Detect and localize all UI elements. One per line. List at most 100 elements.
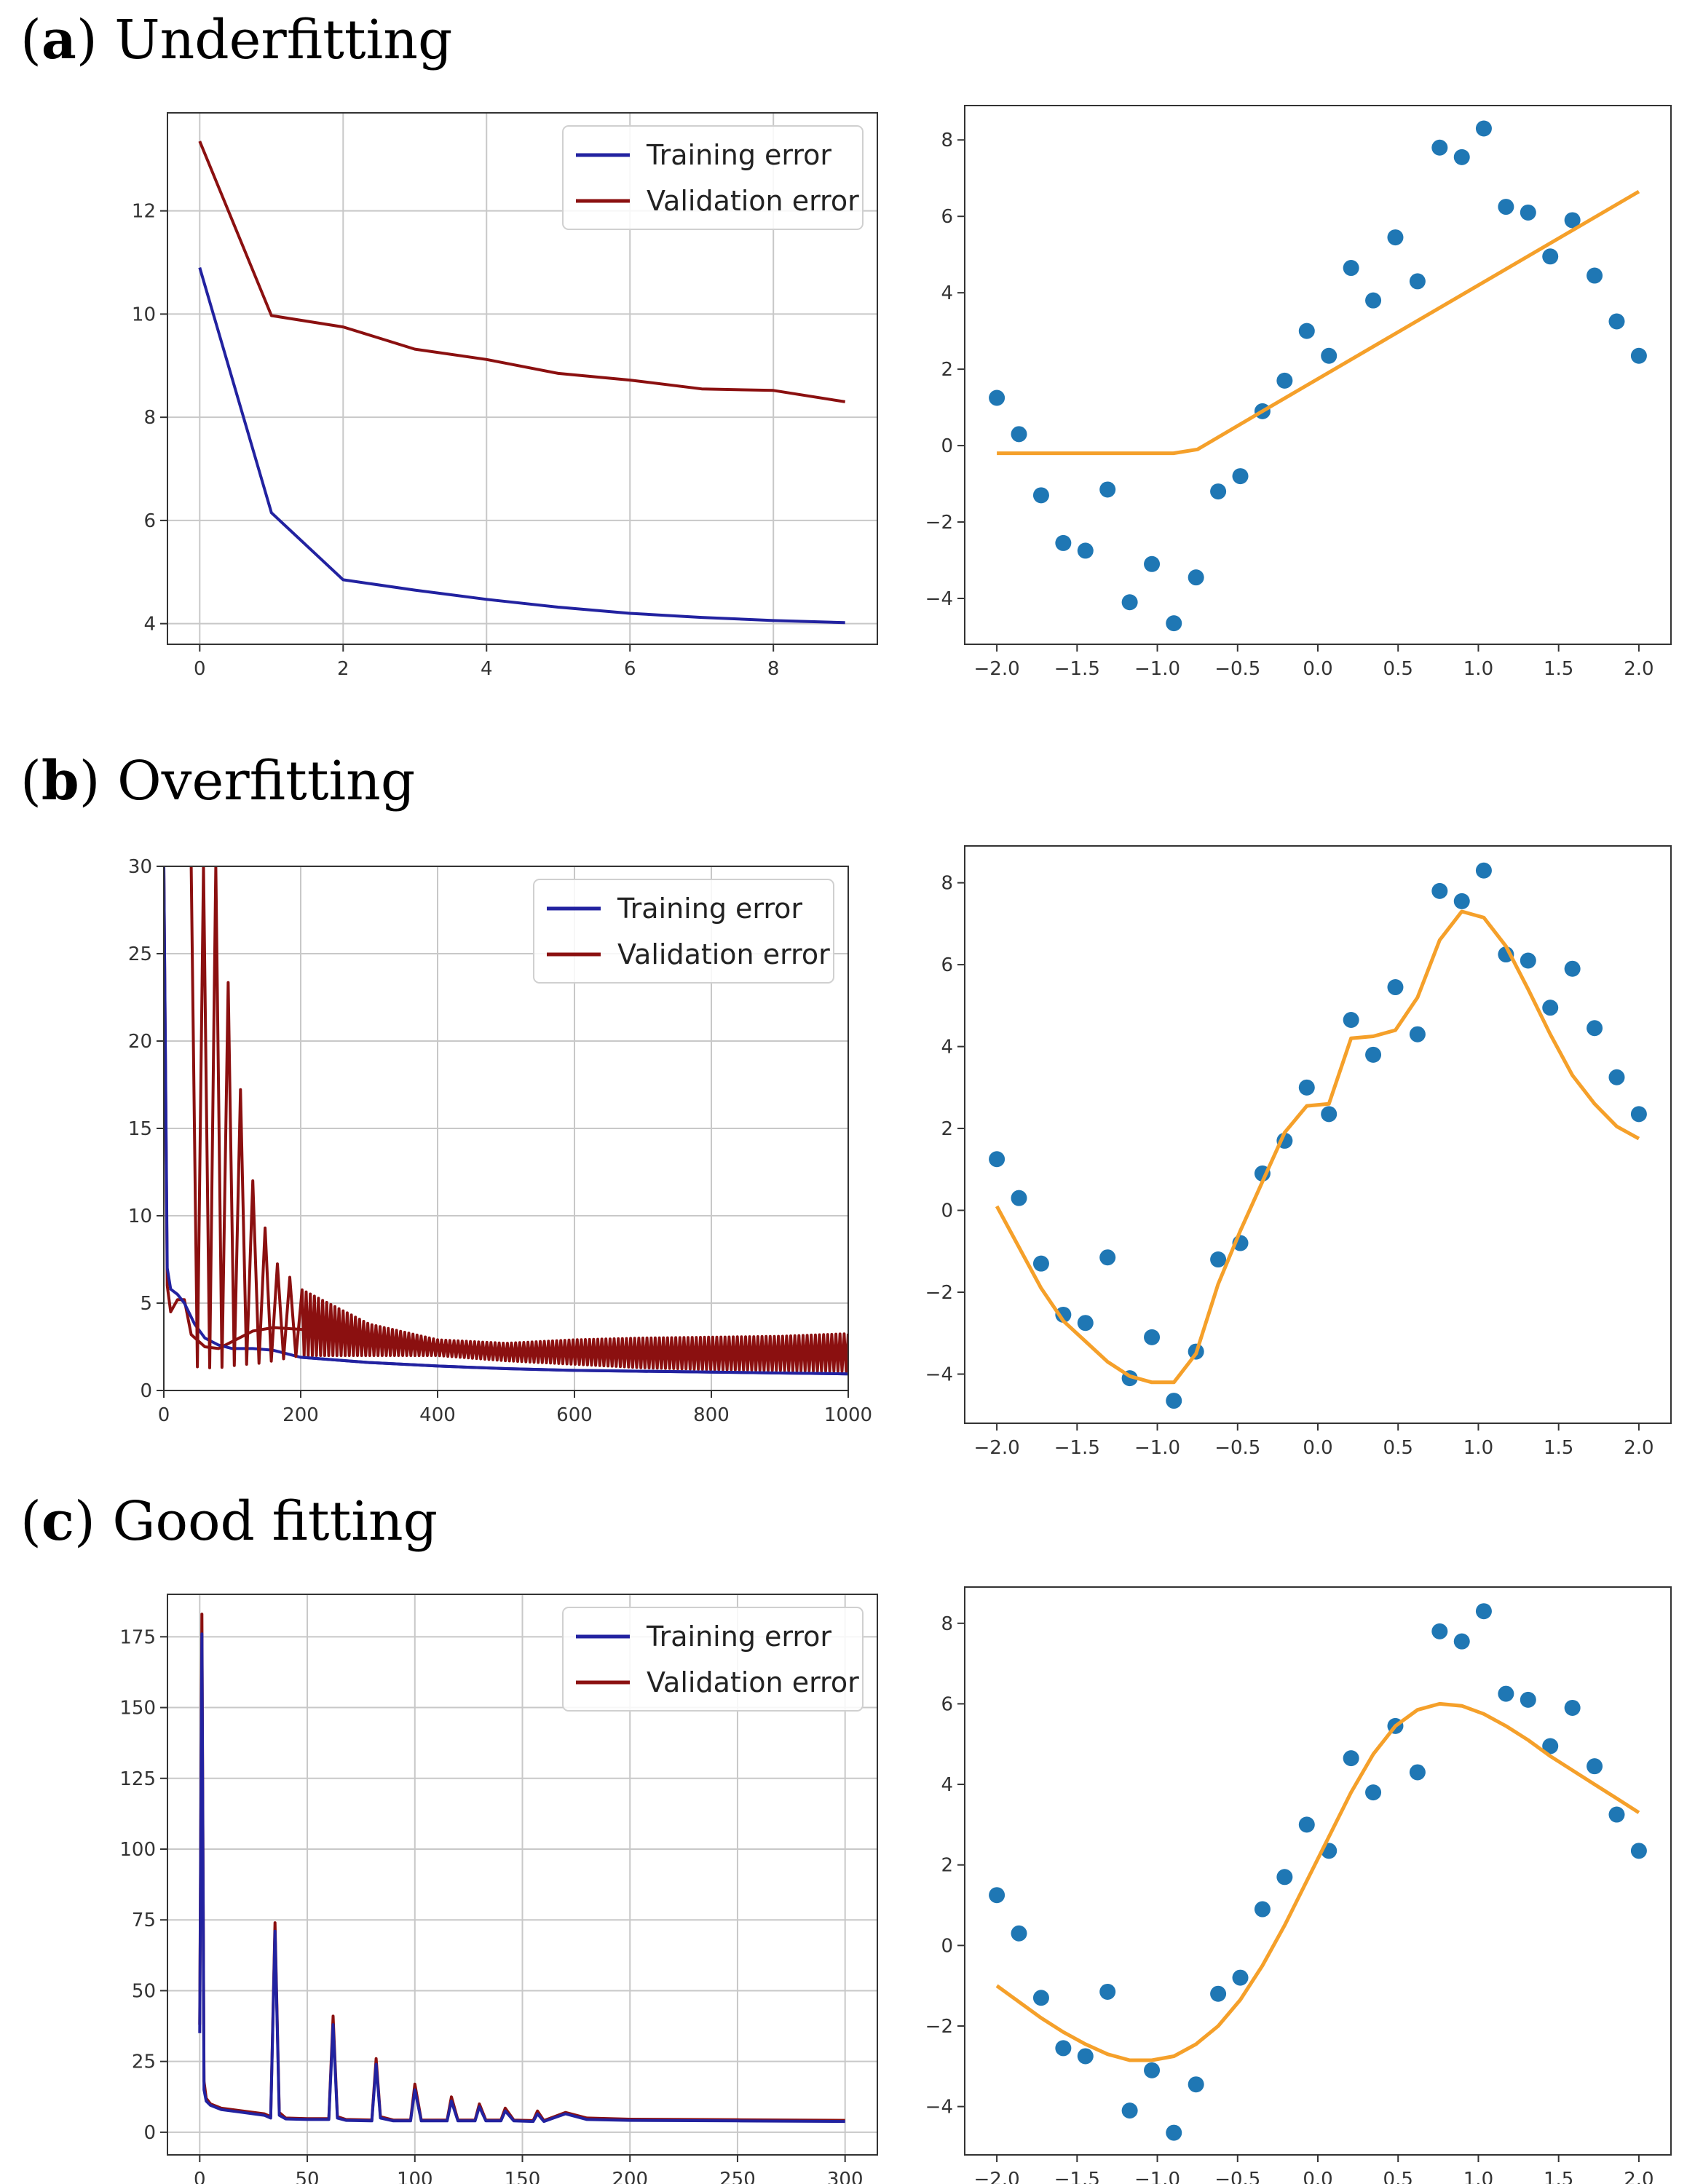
x-tick-label: 2.0 <box>1624 1437 1653 1459</box>
data-point <box>1343 260 1359 277</box>
x-tick-label: −1.5 <box>1054 658 1100 680</box>
data-point <box>1520 204 1536 221</box>
y-tick-label: 25 <box>132 2052 156 2073</box>
data-point <box>1011 1925 1027 1942</box>
x-tick-label: −1.5 <box>1054 1437 1100 1459</box>
y-tick-label: 2 <box>941 1855 953 1877</box>
y-tick-label: 4 <box>941 1774 953 1796</box>
x-tick-label: 0 <box>194 658 206 680</box>
data-point <box>1542 1000 1559 1016</box>
data-point <box>1520 1691 1536 1708</box>
data-point <box>1453 893 1470 909</box>
y-tick-label: 0 <box>140 1380 152 1402</box>
data-point <box>1365 1784 1382 1801</box>
panel-title-c: (c) Good fitting <box>20 1490 438 1553</box>
plot-frame <box>167 112 878 645</box>
chart-b-error: 0 200 400 600 800 1000 0 5 10 15 20 25 30 Training er… <box>128 856 872 1426</box>
data-point <box>1055 1306 1072 1323</box>
y-tick-label: 12 <box>132 201 156 223</box>
legend-label-training: Training error <box>646 139 831 171</box>
panel-title-a: (a) Underfitting <box>20 9 452 71</box>
y-tick-label: 8 <box>143 407 156 429</box>
x-tick-label: 1.5 <box>1544 1437 1573 1459</box>
y-tick-label: 5 <box>140 1293 152 1315</box>
y-tick-label: 10 <box>128 1206 152 1227</box>
data-point <box>1298 1079 1315 1096</box>
x-tick-label: 2 <box>337 658 349 680</box>
x-tick-label: 250 <box>719 2169 756 2184</box>
panel-label: ) Underfitting <box>76 9 452 71</box>
data-point <box>1188 569 1204 586</box>
x-tick-label: −1.5 <box>1054 2169 1100 2184</box>
data-point <box>1387 229 1404 246</box>
x-tick-label: −1.0 <box>1134 1437 1180 1459</box>
panel-tag-open: ( <box>20 9 42 71</box>
data-point <box>1121 594 1138 611</box>
y-tick-label: 50 <box>132 1980 156 2002</box>
y-tick-label: 20 <box>128 1031 152 1053</box>
x-tick-label: −2.0 <box>974 2169 1020 2184</box>
x-tick-label: 0.0 <box>1303 2169 1332 2184</box>
data-point <box>1032 487 1049 504</box>
data-point <box>1232 1969 1249 1986</box>
data-point <box>1365 292 1382 309</box>
data-point <box>1210 1251 1227 1268</box>
chart-c-fit: −2.0 −1.5 −1.0 −0.5 0.0 0.5 1.0 1.5 2.0 −4 −2 0 2 4 6 8 <box>925 1586 1672 2184</box>
data-point <box>1343 1012 1359 1029</box>
x-tick-label: 0.5 <box>1383 1437 1413 1459</box>
data-point <box>1409 1026 1426 1042</box>
plot-frame <box>167 1594 878 2156</box>
data-point <box>1475 120 1492 137</box>
data-point <box>1321 1106 1338 1123</box>
data-point <box>1630 1843 1647 1859</box>
panel-tag-letter: a <box>42 9 76 71</box>
x-tick-label: 6 <box>624 658 636 680</box>
y-tick-label: 4 <box>941 1037 953 1059</box>
x-tick-label: −2.0 <box>974 658 1020 680</box>
x-tick-label: 0.0 <box>1303 658 1332 680</box>
data-point <box>1032 1255 1049 1272</box>
data-point <box>1453 1633 1470 1650</box>
series-line-training <box>198 1632 845 2124</box>
panel-title-b: (b) Overfitting <box>20 750 415 812</box>
data-point <box>1409 273 1426 290</box>
legend-label-training: Training error <box>646 1621 831 1653</box>
x-tick-label: −1.0 <box>1134 2169 1180 2184</box>
data-point <box>1608 313 1625 330</box>
y-tick-label: 0 <box>941 435 953 457</box>
panel-tag-letter: c <box>42 1490 74 1553</box>
fit-curve <box>997 189 1640 456</box>
y-tick-label: 0 <box>143 2122 156 2144</box>
data-point <box>1608 1069 1625 1085</box>
legend-label-validation: Validation error <box>647 185 859 217</box>
data-point <box>1587 267 1603 284</box>
data-point <box>1055 2040 1072 2057</box>
data-point <box>1210 1985 1227 2002</box>
y-tick-label: 2 <box>941 359 953 381</box>
data-point <box>1166 615 1182 632</box>
legend-box <box>533 879 834 984</box>
y-tick-label: 0 <box>941 1935 953 1957</box>
chart-a-fit: −2.0 −1.5 −1.0 −0.5 0.0 0.5 1.0 1.5 2.0 −4 −2 0 2 4 6 8 <box>925 105 1672 680</box>
x-tick-label: 0 <box>194 2169 206 2184</box>
data-point <box>1144 555 1161 572</box>
x-tick-label: 100 <box>397 2169 433 2184</box>
data-point <box>1564 1699 1581 1716</box>
data-point <box>1630 347 1647 364</box>
data-point <box>1587 1020 1603 1037</box>
y-tick-label: −4 <box>925 2097 953 2118</box>
y-tick-label: 30 <box>128 856 152 878</box>
data-point <box>1055 534 1072 551</box>
x-tick-label: 0 <box>158 1404 170 1426</box>
x-tick-label: 8 <box>767 658 780 680</box>
data-point <box>1077 2048 1094 2065</box>
y-tick-label: 75 <box>132 1910 156 1931</box>
data-point <box>1498 1685 1514 1702</box>
x-tick-label: −2.0 <box>974 1437 1020 1459</box>
data-point <box>1431 139 1448 156</box>
legend-box <box>562 125 864 230</box>
x-tick-label: −0.5 <box>1214 1437 1260 1459</box>
y-tick-label: 2 <box>941 1118 953 1140</box>
data-point <box>1144 2062 1161 2078</box>
